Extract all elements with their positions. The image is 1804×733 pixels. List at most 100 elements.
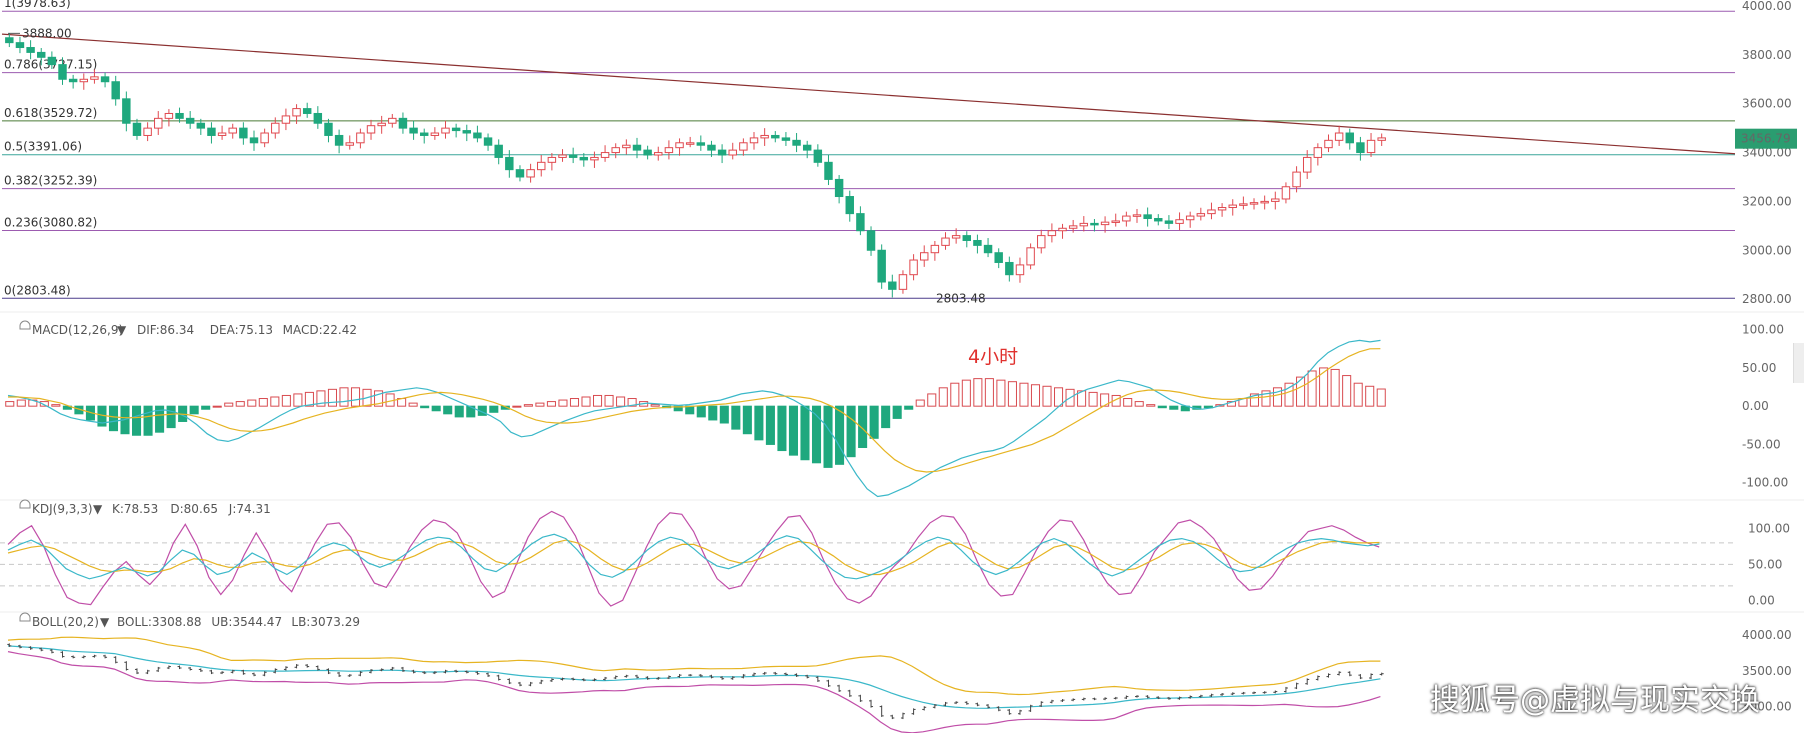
panel-resize-handle[interactable] [1793,343,1804,383]
candle-body [951,235,961,239]
macd-histogram-bar [39,401,49,407]
macd-dif-line [7,339,1381,498]
macd-histogram-bar [1284,382,1294,407]
boll-mid-band [7,645,1381,709]
candle-body [1292,171,1301,188]
macd-histogram-bar [765,405,775,445]
candle-body [505,156,514,171]
candle-body [483,137,493,146]
macd-histogram-bar [1123,398,1133,407]
boll-legend-item: BOLL:3308.88 [117,615,202,629]
candle-body [324,122,333,136]
candle-body [1132,214,1142,217]
candle-body [58,64,67,80]
candle-body [845,196,854,215]
candle-body [749,137,759,144]
candle-body [526,169,535,178]
candle-body [643,149,652,156]
candle-body [207,127,216,136]
macd-histogram-bar [811,405,822,464]
candle-body [292,108,301,117]
macd-histogram-bar [754,405,764,441]
macd-histogram-bar [247,399,257,407]
candle-body [877,249,886,283]
macd-histogram-bar [1100,393,1110,407]
macd-name: MACD(12,26,9) [32,323,123,337]
macd-histogram-bar [189,405,199,415]
candle-body [1154,218,1163,222]
fib-level-label: 0.236(3080.82) [4,216,97,230]
candle-body [196,122,206,129]
macd-histogram-bar [742,405,752,435]
candle-body [377,122,386,127]
macd-dropdown-icon: ▼ [117,323,127,337]
y-tick-label-kdj: 50.00 [1748,557,1782,571]
candle-body [1313,147,1323,158]
macd-histogram-bar [869,405,879,439]
candle-body [728,149,737,156]
y-tick-label-macd: -50.00 [1742,437,1781,451]
y-tick-label-main: 2800.00 [1742,292,1792,306]
candle-body [1079,222,1089,227]
fib-level-label: 0.382(3252.39) [4,174,97,188]
macd-histogram-bar [892,405,902,419]
macd-histogram-bar [823,405,833,468]
candle-body [568,154,578,158]
candle-body [675,142,684,149]
boll-upper-band [7,636,1381,696]
macd-histogram-bar [1272,387,1283,407]
candle-body [1366,139,1376,154]
y-tick-label-boll: 3000.00 [1742,700,1792,714]
candle-body [792,139,801,146]
candle-body [356,132,365,144]
macd-histogram-bar [212,405,222,408]
macd-histogram-bar [546,401,556,407]
macd-histogram-bar [673,405,683,412]
candle-body [441,127,450,134]
candle-body [771,134,780,139]
macd-histogram-bar [650,404,660,407]
candle-body [739,142,748,151]
candle-body [1196,213,1206,217]
candle-body [1090,222,1099,226]
y-tick-label-main: 3000.00 [1742,243,1792,257]
candle-body [654,152,663,156]
macd-histogram-bar [489,405,499,413]
macd-histogram-bar [327,388,337,407]
bell-icon [19,499,31,509]
macd-histogram-bar [523,404,533,407]
candle-body [760,134,769,139]
macd-histogram-bar [1365,385,1375,407]
macd-histogram-bar [1088,391,1098,407]
macd-histogram-bar [270,396,280,407]
macd-histogram-bar [1203,405,1213,409]
candle-body [1345,132,1354,144]
macd-histogram-bar [408,402,418,407]
macd-histogram-bar [512,405,522,408]
macd-histogram-bar [1319,367,1329,407]
candle-body [994,252,1003,263]
candle-body [132,122,142,136]
macd-histogram-bar [350,387,361,407]
macd-histogram-bar [604,394,614,407]
candle-body [558,154,567,158]
macd-histogram-bar [1307,370,1317,407]
macd-histogram-bar [339,387,349,407]
kdj-legend-item: J:74.31 [228,502,271,516]
candle-body [1037,235,1046,249]
candle-body [79,78,89,83]
candle-body [1111,220,1120,223]
macd-histogram-bar [132,405,142,436]
kdj-panel: KDJ(9,3,3) ▼ K:78.53 D:80.65 J:74.31 100.00 50… [0,499,1804,613]
boll-legend-item: LB:3073.29 [291,615,360,629]
candle-body [68,78,78,83]
macd-panel: MACD(12,26,9)▼ DIF:86.34 DEA:75.13 MACD:22.… [0,320,1804,501]
candle-body [1249,202,1259,205]
boll-legend-item: UB:3544.47 [211,615,282,629]
macd-histogram-bar [143,405,153,436]
macd-histogram-bar [788,405,798,456]
candle-body [313,112,323,124]
macd-histogram-bar [466,405,476,418]
macd-histogram-bar [51,404,61,407]
macd-histogram-bar [1054,387,1064,407]
